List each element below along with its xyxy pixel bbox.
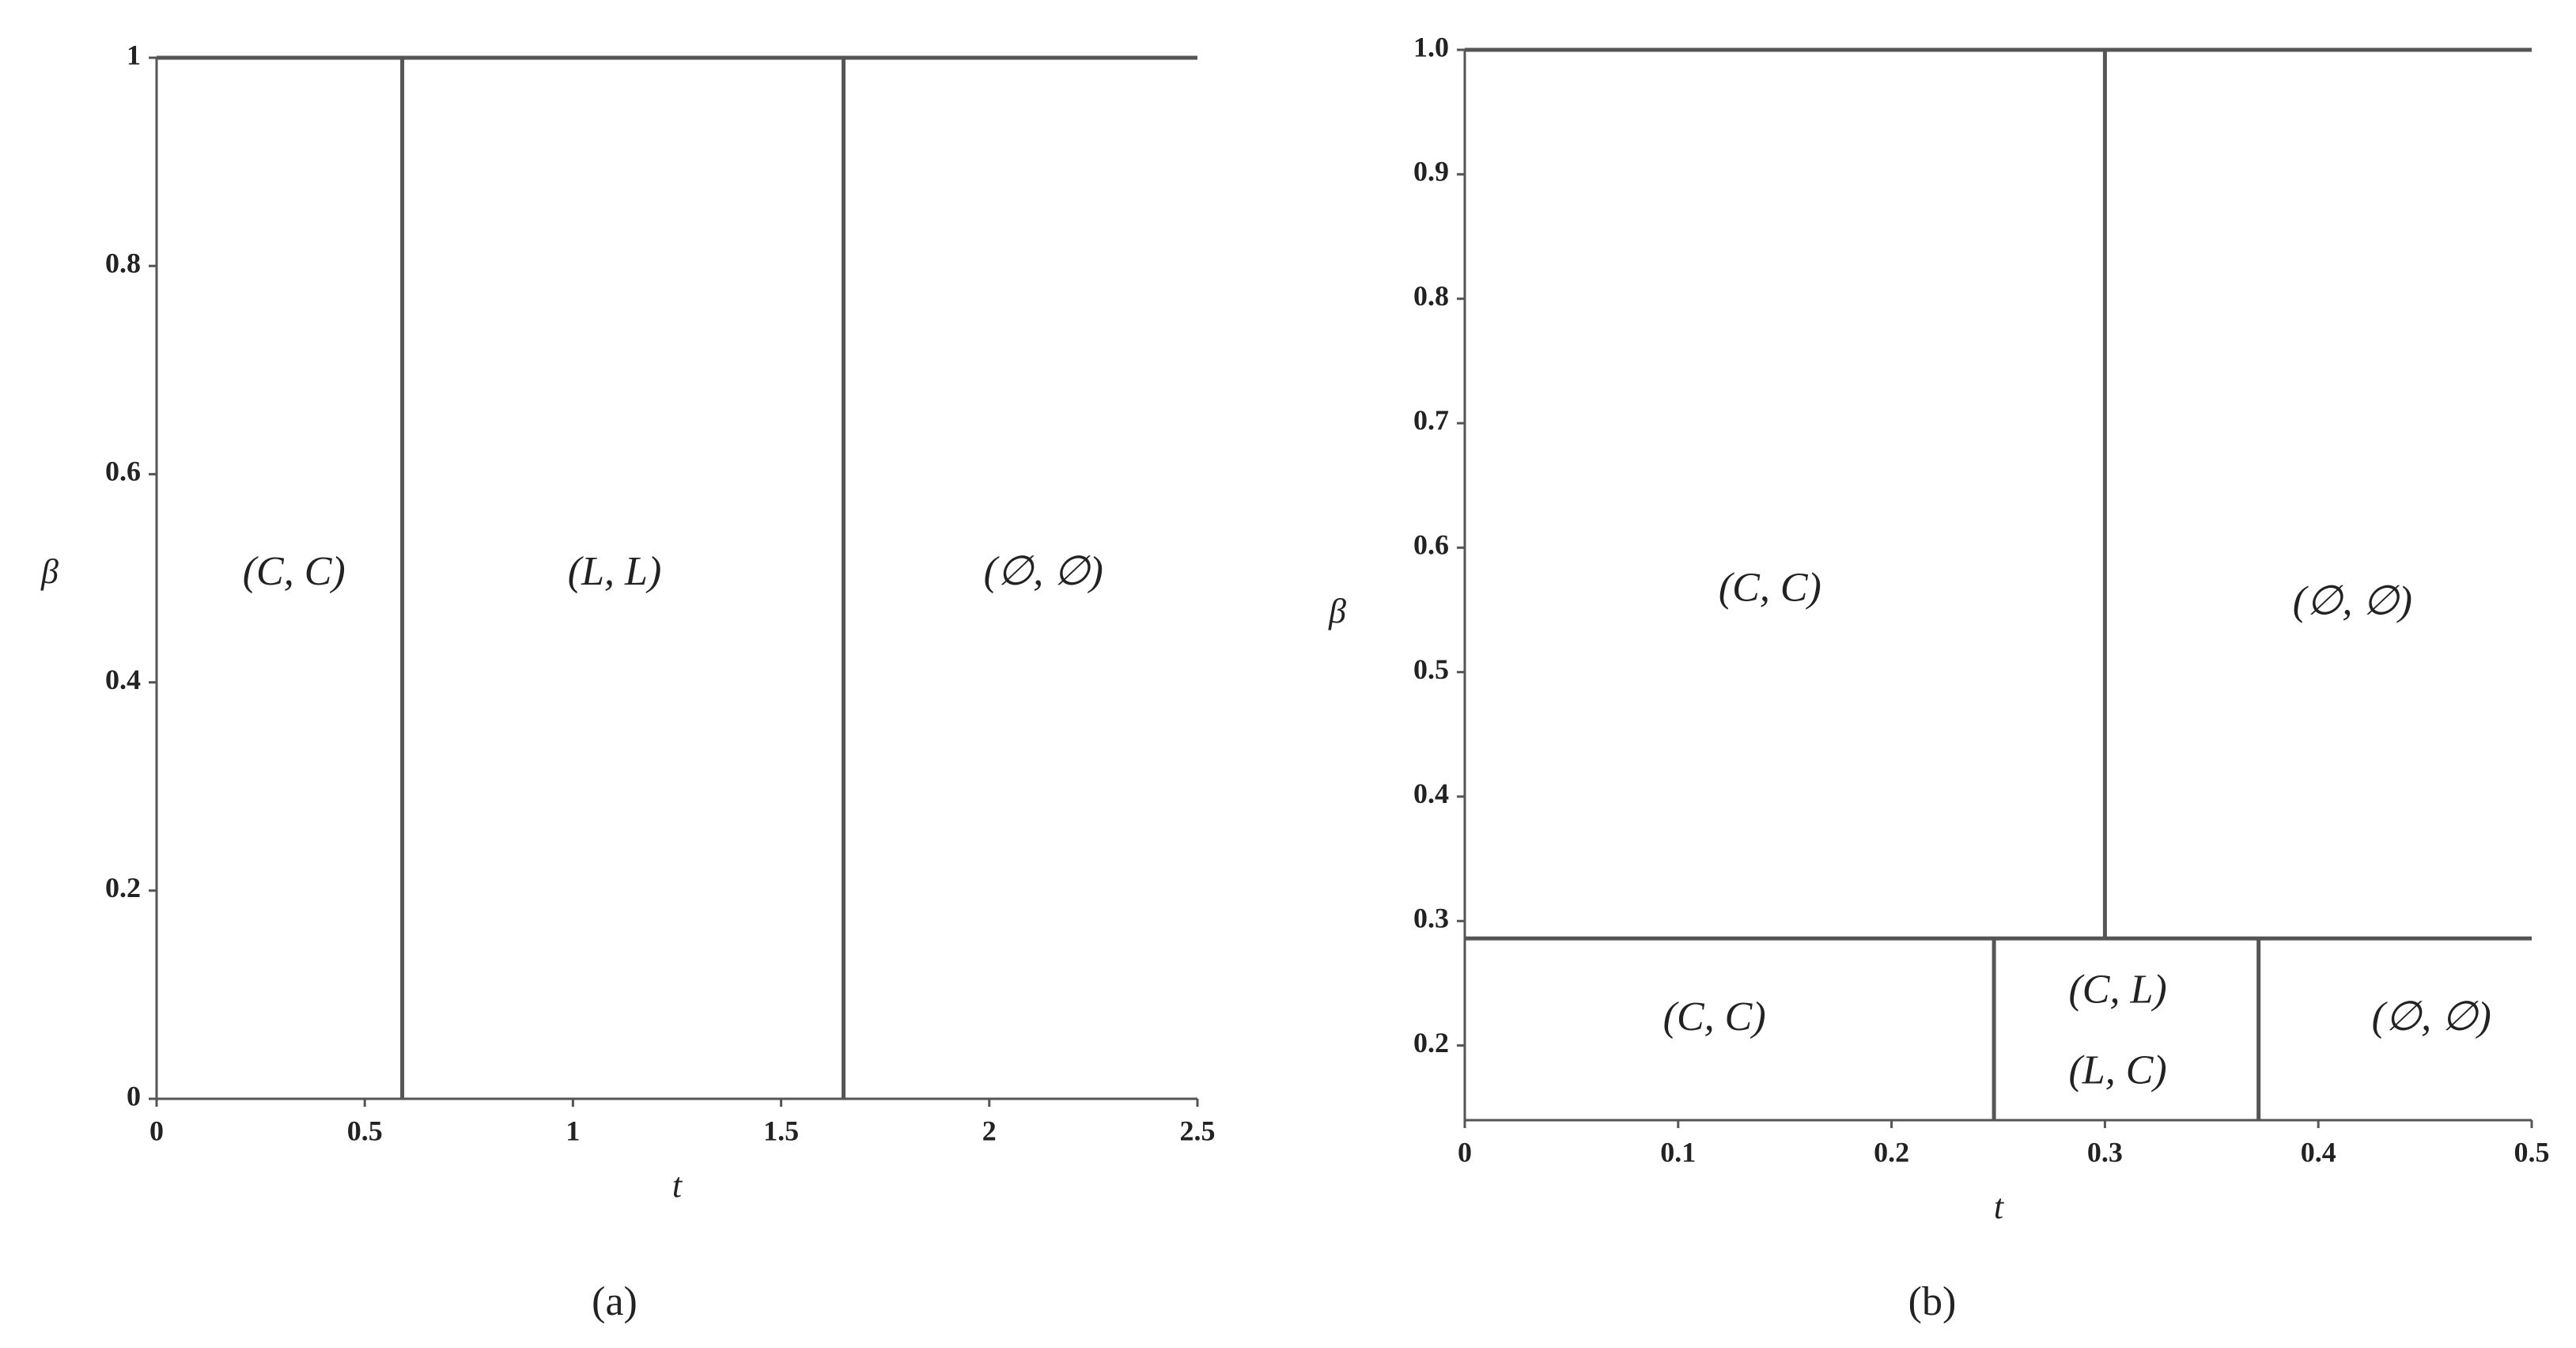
y-tick-label: 0.2: [105, 872, 141, 903]
region-label: (∅, ∅): [984, 549, 1103, 594]
panel-label: (b): [1908, 1279, 1957, 1324]
x-axis-label: t: [672, 1166, 683, 1205]
x-tick-label: 0: [1458, 1136, 1472, 1168]
region-label: (L, L): [568, 549, 661, 594]
y-tick-label: 0.4: [1413, 778, 1449, 809]
x-tick-label: 1.5: [763, 1115, 799, 1146]
y-tick-label: 0.7: [1413, 404, 1449, 436]
region-label: (∅, ∅): [2293, 579, 2412, 624]
x-tick-label: 0: [149, 1115, 164, 1146]
x-tick-label: 0.2: [1874, 1136, 1909, 1168]
y-tick-label: 0.9: [1413, 156, 1449, 187]
y-tick-label: 1: [127, 39, 141, 70]
y-tick-label: 0: [127, 1080, 141, 1111]
region-label: (∅, ∅): [2372, 994, 2491, 1039]
x-tick-label: 0.3: [2087, 1136, 2123, 1168]
x-tick-label: 2: [982, 1115, 997, 1146]
y-tick-label: 0.3: [1413, 903, 1449, 934]
x-axis-label: t: [1994, 1187, 2005, 1226]
y-tick-label: 0.4: [105, 664, 141, 695]
region-label: (C, L): [2068, 967, 2166, 1012]
y-tick-label: 0.8: [1413, 280, 1449, 312]
y-tick-label: 0.6: [105, 456, 141, 487]
x-tick-label: 2.5: [1180, 1115, 1216, 1146]
panel-label: (a): [592, 1279, 637, 1324]
y-tick-label: 1.0: [1413, 31, 1449, 62]
y-tick-label: 0.2: [1413, 1027, 1449, 1058]
x-tick-label: 0.1: [1660, 1136, 1696, 1168]
y-tick-label: 0.5: [1413, 653, 1449, 685]
region-label: (C, C): [243, 549, 346, 594]
region-label: (C, C): [1719, 565, 1821, 610]
y-axis-label: β: [1328, 592, 1346, 630]
y-tick-label: 0.6: [1413, 529, 1449, 561]
x-tick-label: 0.4: [2301, 1136, 2336, 1168]
x-tick-label: 0.5: [2514, 1136, 2550, 1168]
region-label: (C, C): [1663, 994, 1766, 1039]
x-tick-label: 0.5: [347, 1115, 383, 1146]
region-label: (L, C): [2068, 1048, 2166, 1093]
y-tick-label: 0.8: [105, 247, 141, 278]
y-axis-label: β: [40, 552, 59, 591]
x-tick-label: 1: [566, 1115, 580, 1146]
